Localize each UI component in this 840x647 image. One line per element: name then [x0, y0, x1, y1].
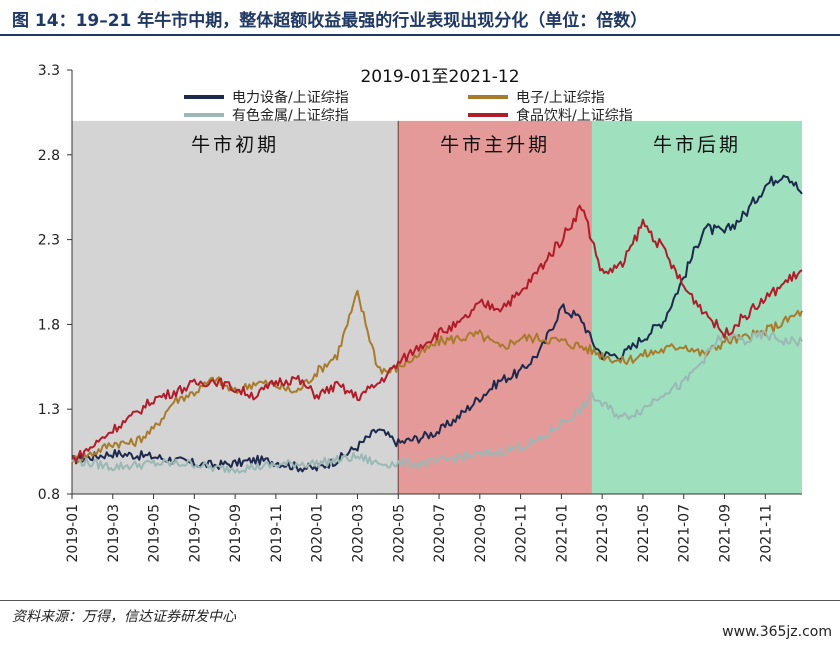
x-tick-label: 2019-03 — [106, 504, 122, 563]
series-line-2 — [71, 328, 803, 474]
x-tick-label: 2019-09 — [228, 504, 244, 563]
phase-bands: 牛市初期 牛市主升期 牛市后期 — [72, 120, 802, 494]
legend-label-0: 电力设备/上证综指 — [232, 89, 349, 106]
x-tick-label: 2021-03 — [595, 504, 611, 563]
axes — [67, 69, 802, 499]
y-tick-label: 2.8 — [38, 148, 60, 164]
phase-band-2 — [591, 120, 802, 494]
x-tick-label: 2019-01 — [65, 504, 81, 563]
series-lines — [71, 174, 803, 474]
x-tick-label: 2021-05 — [636, 504, 652, 563]
x-tick-label: 2020-11 — [514, 504, 530, 563]
y-tick-label: 3.3 — [38, 63, 60, 79]
source-note: 资料来源：万得，信达证券研发中心 — [12, 609, 236, 625]
series-line-0 — [71, 174, 803, 473]
phase-label-2: 牛市后期 — [653, 134, 741, 156]
series-line-3 — [71, 204, 803, 463]
phase-label-1: 牛市主升期 — [440, 134, 550, 156]
y-tick-label: 1.3 — [38, 402, 60, 418]
y-tick-label: 0.8 — [38, 487, 60, 503]
y-tick-label: 1.8 — [38, 317, 60, 333]
x-tick-label: 2020-03 — [350, 504, 366, 563]
axis-labels: 3.3 2.8 2.3 1.8 1.3 0.8 2019-01 2019-03 2019-05 2… — [38, 63, 775, 563]
x-tick-label: 2019-07 — [187, 504, 203, 563]
x-tick-label: 2020-01 — [310, 504, 326, 563]
x-tick-label: 2020-07 — [432, 504, 448, 563]
line-chart: 牛市初期 牛市主升期 牛市后期 3.3 2.8 2.3 1.8 1.3 0.8 2019-01 2… — [38, 63, 803, 563]
y-tick-label: 2.3 — [38, 233, 60, 249]
x-tick-label: 2021-09 — [718, 504, 734, 563]
source-rule — [0, 600, 840, 601]
chart-title: 2019-01至2021-12 — [360, 67, 519, 87]
x-tick-label: 2019-11 — [269, 504, 285, 563]
x-tick-label: 2021-11 — [758, 504, 774, 563]
phase-band-0 — [72, 120, 399, 494]
phase-band-1 — [398, 120, 592, 494]
x-tick-label: 2021-01 — [554, 504, 570, 563]
legend-label-1: 电子/上证综指 — [516, 90, 605, 106]
watermark: www.365jz.com — [722, 624, 832, 640]
phase-label-0: 牛市初期 — [191, 134, 279, 156]
legend-label-3: 食品饮料/上证综指 — [516, 107, 633, 124]
title-rule — [0, 34, 840, 36]
x-tick-label: 2020-05 — [391, 504, 407, 563]
x-tick-label: 2020-09 — [473, 504, 489, 563]
figure-title: 图 14：19–21 年牛市中期，整体超额收益最强的行业表现出现分化（单位：倍数… — [12, 11, 648, 31]
x-tick-label: 2019-05 — [147, 504, 163, 563]
x-tick-label: 2021-07 — [677, 504, 693, 563]
legend-label-2: 有色金属/上证综指 — [232, 107, 349, 124]
